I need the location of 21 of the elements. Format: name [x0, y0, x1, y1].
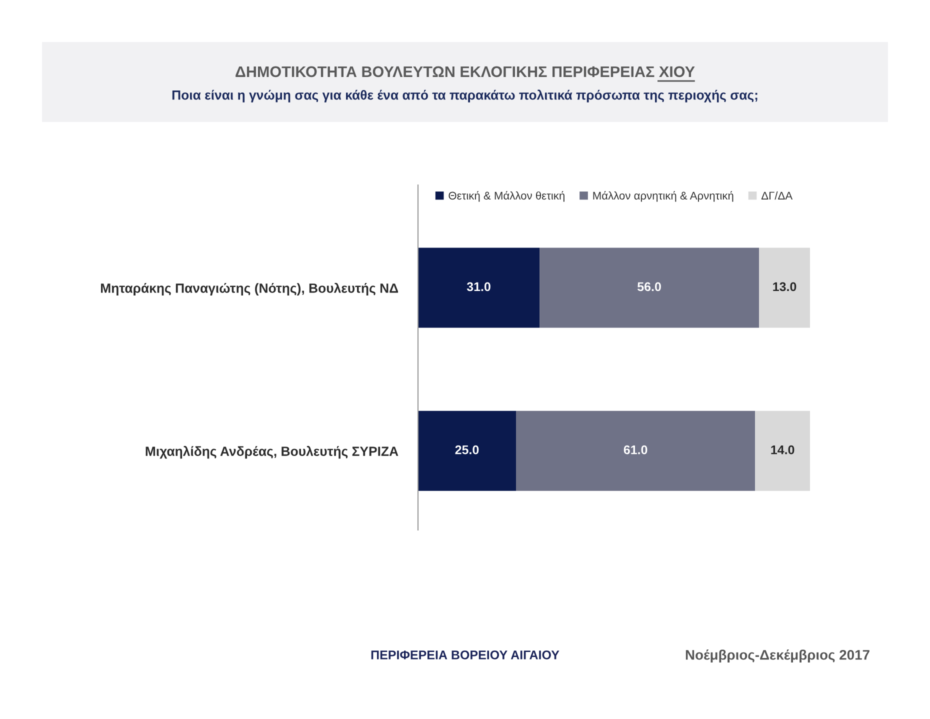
bar: [540, 248, 760, 328]
data-label: 61.0: [624, 445, 648, 454]
bar: [516, 410, 756, 491]
data-label: 56.0: [638, 282, 661, 292]
bar: [418, 410, 516, 491]
text: Νοέμβριος-Δεκέμβριος 2017: [686, 649, 870, 663]
legend-label: ΔΓ/ΔΑ: [761, 191, 793, 200]
data-label: 14.0: [771, 445, 794, 454]
data-label: 13.0: [773, 282, 796, 292]
text: ΠΕΡΙΦΕΡΕΙΑ ΒΟΡΕΙΟΥ ΑΙΓΑΙΟΥ: [371, 650, 560, 660]
data-label: 25.0: [455, 445, 479, 454]
y-tick-label: Μιχαηλίδης Ανδρέας, Βουλευτής ΣΥΡΙΖΑ: [146, 446, 398, 459]
chart-title: ΔΗΜΟΤΙΚΟΤΗΤΑ ΒΟΥΛΕΥΤΩΝ ΕΚΛΟΓΙΚΗΣ ΠΕΡΙΦΕΡΕΙΑΣ ΧΙΟΥ: [236, 66, 695, 78]
legend-label: Θετική & Μάλλον θετική: [448, 191, 564, 202]
bar: [759, 248, 810, 328]
data-label: 31.0: [466, 282, 490, 292]
bar: [755, 410, 810, 491]
bar: [418, 248, 540, 328]
legend-label: Μάλλον αρνητική & Αρνητική: [593, 191, 734, 202]
chart-subtitle: Ποια είναι η γνώμη σας για κάθε ένα από τα παρακάτω πολιτικά πρόσωπα της περιοχής σας;: [172, 90, 758, 102]
y-tick-label: Μηταράκης Παναγιώτης (Νότης), Βουλευτής ΝΔ: [101, 282, 398, 296]
